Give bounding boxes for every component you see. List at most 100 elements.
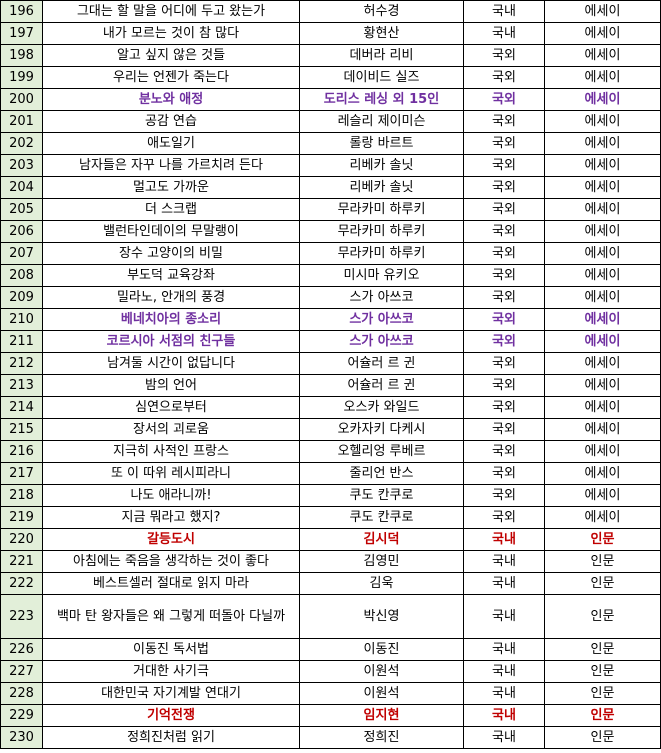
author-cell[interactable]: 정희진 bbox=[299, 726, 464, 749]
genre-cell[interactable]: 에세이 bbox=[544, 484, 661, 507]
genre-cell[interactable]: 에세이 bbox=[544, 22, 661, 45]
row-number-cell[interactable]: 219 bbox=[0, 506, 43, 529]
row-number-cell[interactable]: 213 bbox=[0, 374, 43, 397]
origin-cell[interactable]: 국외 bbox=[463, 44, 545, 67]
row-number-cell[interactable]: 210 bbox=[0, 308, 43, 331]
genre-cell[interactable]: 에세이 bbox=[544, 198, 661, 221]
row-number-cell[interactable]: 204 bbox=[0, 176, 43, 199]
author-cell[interactable]: 오스카 와일드 bbox=[299, 396, 464, 419]
origin-cell[interactable]: 국외 bbox=[463, 352, 545, 375]
row-number-cell[interactable]: 228 bbox=[0, 682, 43, 705]
author-cell[interactable]: 쿠도 칸쿠로 bbox=[299, 484, 464, 507]
title-cell[interactable]: 남겨둘 시간이 없답니다 bbox=[42, 352, 300, 375]
author-cell[interactable]: 리베카 솔닛 bbox=[299, 176, 464, 199]
origin-cell[interactable]: 국외 bbox=[463, 506, 545, 529]
title-cell[interactable]: 우리는 언젠가 죽는다 bbox=[42, 66, 300, 89]
row-number-cell[interactable]: 211 bbox=[0, 330, 43, 353]
row-number-cell[interactable]: 217 bbox=[0, 462, 43, 485]
row-number-cell[interactable]: 201 bbox=[0, 110, 43, 133]
row-number-cell[interactable]: 220 bbox=[0, 528, 43, 551]
genre-cell[interactable]: 에세이 bbox=[544, 0, 661, 23]
genre-cell[interactable]: 에세이 bbox=[544, 352, 661, 375]
author-cell[interactable]: 김욱 bbox=[299, 572, 464, 595]
genre-cell[interactable]: 에세이 bbox=[544, 506, 661, 529]
row-number-cell[interactable]: 202 bbox=[0, 132, 43, 155]
row-number-cell[interactable]: 214 bbox=[0, 396, 43, 419]
origin-cell[interactable]: 국외 bbox=[463, 154, 545, 177]
author-cell[interactable]: 이동진 bbox=[299, 638, 464, 661]
genre-cell[interactable]: 에세이 bbox=[544, 176, 661, 199]
row-number-cell[interactable]: 223 bbox=[0, 594, 43, 639]
title-cell[interactable]: 내가 모르는 것이 참 많다 bbox=[42, 22, 300, 45]
author-cell[interactable]: 임지현 bbox=[299, 704, 464, 727]
author-cell[interactable]: 황현산 bbox=[299, 22, 464, 45]
genre-cell[interactable]: 에세이 bbox=[544, 132, 661, 155]
origin-cell[interactable]: 국내 bbox=[463, 22, 545, 45]
title-cell[interactable]: 나도 애라니까! bbox=[42, 484, 300, 507]
origin-cell[interactable]: 국외 bbox=[463, 132, 545, 155]
origin-cell[interactable]: 국외 bbox=[463, 88, 545, 111]
title-cell[interactable]: 베스트셀러 절대로 읽지 마라 bbox=[42, 572, 300, 595]
row-number-cell[interactable]: 197 bbox=[0, 22, 43, 45]
row-number-cell[interactable]: 208 bbox=[0, 264, 43, 287]
genre-cell[interactable]: 에세이 bbox=[544, 440, 661, 463]
title-cell[interactable]: 멀고도 가까운 bbox=[42, 176, 300, 199]
author-cell[interactable]: 오헬리엉 루베르 bbox=[299, 440, 464, 463]
title-cell[interactable]: 베네치아의 종소리 bbox=[42, 308, 300, 331]
row-number-cell[interactable]: 206 bbox=[0, 220, 43, 243]
title-cell[interactable]: 백마 탄 왕자들은 왜 그렇게 떠돌아 다닐까 bbox=[42, 594, 300, 639]
origin-cell[interactable]: 국외 bbox=[463, 374, 545, 397]
row-number-cell[interactable]: 221 bbox=[0, 550, 43, 573]
genre-cell[interactable]: 에세이 bbox=[544, 264, 661, 287]
origin-cell[interactable]: 국내 bbox=[463, 660, 545, 683]
genre-cell[interactable]: 에세이 bbox=[544, 286, 661, 309]
genre-cell[interactable]: 에세이 bbox=[544, 330, 661, 353]
genre-cell[interactable]: 인문 bbox=[544, 550, 661, 573]
origin-cell[interactable]: 국내 bbox=[463, 682, 545, 705]
origin-cell[interactable]: 국외 bbox=[463, 462, 545, 485]
title-cell[interactable]: 심연으로부터 bbox=[42, 396, 300, 419]
row-number-cell[interactable]: 205 bbox=[0, 198, 43, 221]
author-cell[interactable]: 스가 아쓰코 bbox=[299, 286, 464, 309]
origin-cell[interactable]: 국내 bbox=[463, 572, 545, 595]
title-cell[interactable]: 남자들은 자꾸 나를 가르치려 든다 bbox=[42, 154, 300, 177]
genre-cell[interactable]: 인문 bbox=[544, 594, 661, 639]
origin-cell[interactable]: 국외 bbox=[463, 66, 545, 89]
title-cell[interactable]: 장수 고양이의 비밀 bbox=[42, 242, 300, 265]
author-cell[interactable]: 쿠도 칸쿠로 bbox=[299, 506, 464, 529]
genre-cell[interactable]: 인문 bbox=[544, 572, 661, 595]
author-cell[interactable]: 김영민 bbox=[299, 550, 464, 573]
origin-cell[interactable]: 국외 bbox=[463, 330, 545, 353]
author-cell[interactable]: 어슐러 르 귄 bbox=[299, 352, 464, 375]
genre-cell[interactable]: 인문 bbox=[544, 704, 661, 727]
title-cell[interactable]: 거대한 사기극 bbox=[42, 660, 300, 683]
row-number-cell[interactable]: 207 bbox=[0, 242, 43, 265]
author-cell[interactable]: 스가 아쓰코 bbox=[299, 330, 464, 353]
origin-cell[interactable]: 국외 bbox=[463, 396, 545, 419]
row-number-cell[interactable]: 203 bbox=[0, 154, 43, 177]
row-number-cell[interactable]: 198 bbox=[0, 44, 43, 67]
genre-cell[interactable]: 에세이 bbox=[544, 242, 661, 265]
row-number-cell[interactable]: 209 bbox=[0, 286, 43, 309]
genre-cell[interactable]: 에세이 bbox=[544, 418, 661, 441]
genre-cell[interactable]: 에세이 bbox=[544, 88, 661, 111]
title-cell[interactable]: 지금 뭐라고 했지? bbox=[42, 506, 300, 529]
genre-cell[interactable]: 인문 bbox=[544, 682, 661, 705]
origin-cell[interactable]: 국외 bbox=[463, 484, 545, 507]
row-number-cell[interactable]: 218 bbox=[0, 484, 43, 507]
title-cell[interactable]: 그대는 할 말을 어디에 두고 왔는가 bbox=[42, 0, 300, 23]
genre-cell[interactable]: 인문 bbox=[544, 660, 661, 683]
author-cell[interactable]: 레슬리 제이미슨 bbox=[299, 110, 464, 133]
author-cell[interactable]: 무라카미 하루키 bbox=[299, 198, 464, 221]
origin-cell[interactable]: 국외 bbox=[463, 286, 545, 309]
title-cell[interactable]: 애도일기 bbox=[42, 132, 300, 155]
title-cell[interactable]: 밀라노, 안개의 풍경 bbox=[42, 286, 300, 309]
origin-cell[interactable]: 국외 bbox=[463, 418, 545, 441]
origin-cell[interactable]: 국내 bbox=[463, 726, 545, 749]
author-cell[interactable]: 줄리언 반스 bbox=[299, 462, 464, 485]
title-cell[interactable]: 대한민국 자기계발 연대기 bbox=[42, 682, 300, 705]
title-cell[interactable]: 더 스크랩 bbox=[42, 198, 300, 221]
author-cell[interactable]: 무라카미 하루키 bbox=[299, 242, 464, 265]
genre-cell[interactable]: 에세이 bbox=[544, 396, 661, 419]
author-cell[interactable]: 미시마 유키오 bbox=[299, 264, 464, 287]
